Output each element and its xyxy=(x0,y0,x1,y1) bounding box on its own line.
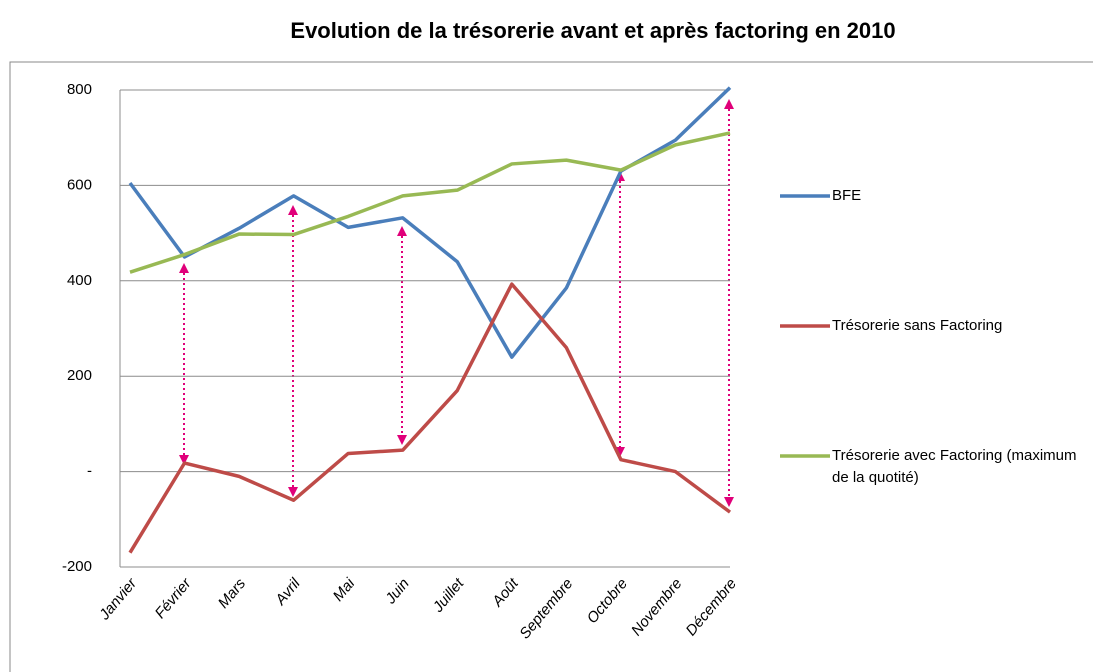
legend-label: Trésorerie sans Factoring xyxy=(832,317,1003,334)
series-line xyxy=(128,282,732,554)
annotation-arrows xyxy=(179,99,734,507)
x-tick-label: Octobre xyxy=(584,575,631,627)
x-tick-label: Mai xyxy=(330,575,359,605)
x-tick-label: Mars xyxy=(215,575,250,612)
legend-label: Trésorerie avec Factoring (maximum de la… xyxy=(832,447,1077,486)
y-tick-label: 800 xyxy=(67,81,92,98)
series-line xyxy=(128,86,732,359)
y-tick-label: - xyxy=(87,463,92,480)
x-tick-label: Janvier xyxy=(95,574,140,624)
y-tick-label: 200 xyxy=(67,367,92,384)
x-tick-label: Août xyxy=(488,575,522,611)
series-line xyxy=(129,131,731,274)
x-tick-label: Juin xyxy=(381,575,412,608)
x-tick-label: Février xyxy=(152,574,196,621)
y-tick-label: -200 xyxy=(62,558,92,575)
y-tick-label: 400 xyxy=(67,272,92,289)
x-tick-label: Avril xyxy=(271,575,304,609)
x-tick-label: Juillet xyxy=(429,575,468,617)
x-tick-label: Décembre xyxy=(683,575,741,639)
x-tick-label: Novembre xyxy=(628,575,686,639)
x-tick-label: Septembre xyxy=(516,575,576,642)
legend-label: BFE xyxy=(832,187,862,204)
y-tick-label: 600 xyxy=(67,176,92,193)
chart-title: Evolution de la trésorerie avant et aprè… xyxy=(290,18,895,43)
chart-frame xyxy=(9,61,1093,672)
